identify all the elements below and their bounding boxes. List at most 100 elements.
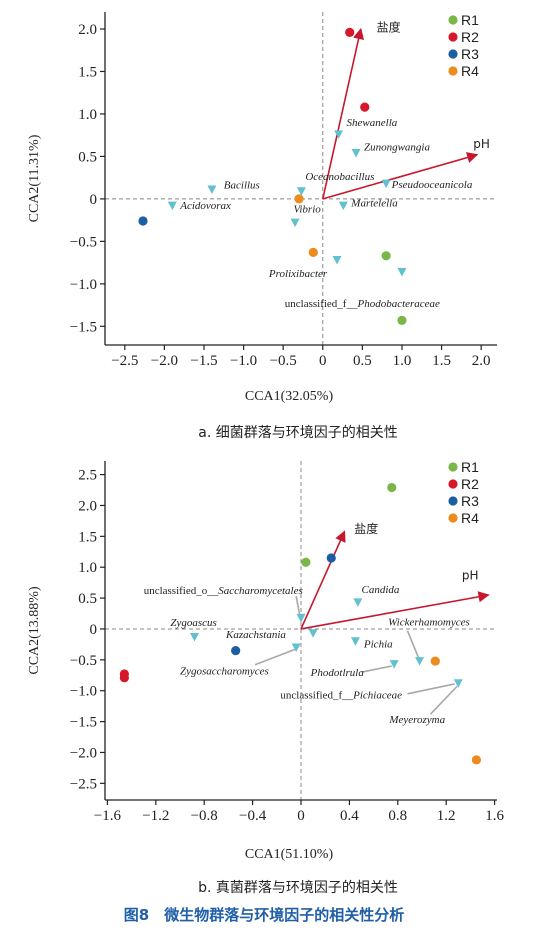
- species-marker: [291, 643, 301, 652]
- y-tick-label: 1.0: [78, 107, 97, 123]
- vector-label: pH: [473, 137, 490, 151]
- y-tick-label: 1.0: [78, 560, 97, 576]
- figure-caption: 图8 微生物群落与环境因子的相关性分析: [124, 906, 404, 924]
- species-marker: [381, 179, 391, 189]
- leader-line: [361, 665, 392, 673]
- y-tick-label: −0.5: [70, 653, 97, 669]
- x-axis-label: CCA1(32.05%): [245, 389, 334, 404]
- species-label-compound: Wickerhamomyces: [388, 616, 470, 628]
- x-tick-label: 1.5: [432, 353, 451, 369]
- label-italic: Zygosaccharomyces: [180, 666, 269, 678]
- sample-point-r4: [430, 656, 440, 666]
- legend-label-r3: R3: [461, 46, 479, 62]
- species-marker: [397, 267, 407, 277]
- y-tick-label: 0.5: [78, 591, 97, 607]
- species-label: Prolixibacter: [268, 268, 328, 280]
- sample-point-r1: [381, 251, 391, 261]
- species-label-compound: Phodotlrula: [310, 667, 365, 679]
- sample-point-r2: [345, 27, 355, 37]
- species-marker: [296, 613, 306, 623]
- species-label: Oceanobacillus: [305, 171, 374, 183]
- species-marker: [389, 660, 399, 669]
- species-marker: [207, 185, 217, 195]
- x-tick-label: 0.5: [353, 353, 372, 369]
- x-tick-label: 0: [319, 353, 327, 369]
- x-tick-label: −1.0: [230, 353, 257, 369]
- sample-point-r2: [360, 102, 370, 112]
- species-marker: [332, 256, 342, 265]
- x-tick-label: 1.6: [485, 808, 504, 824]
- label-prefix: unclassified_f__: [285, 298, 358, 310]
- x-tick-label: 0: [297, 808, 305, 824]
- legend-label-r1: R1: [461, 459, 479, 475]
- y-tick-label: 0: [90, 192, 98, 208]
- label-italic: Saccharomycetales: [218, 585, 303, 597]
- label-italic: Pichiaceae: [352, 690, 402, 702]
- species-marker: [290, 218, 300, 228]
- y-tick-label: −0.5: [70, 234, 97, 250]
- legend-label-r4: R4: [461, 63, 479, 79]
- vector-label: pH: [462, 569, 479, 583]
- label-italic: Meyerozyma: [388, 714, 445, 726]
- species-label: Bacillus: [224, 180, 260, 192]
- leader-line: [254, 648, 296, 666]
- sample-point-r4: [294, 194, 304, 204]
- sample-point-r2: [119, 673, 129, 683]
- species-label: Candida: [361, 584, 399, 596]
- y-axis-label: CCA2(11.31%): [27, 134, 42, 222]
- sample-point-r4: [471, 755, 482, 765]
- species-marker: [338, 201, 348, 211]
- species-label: Vibrio: [293, 203, 321, 215]
- legend-label-r3: R3: [461, 493, 479, 509]
- vector-arrow: [321, 27, 365, 200]
- x-tick-label: 1.0: [393, 353, 412, 369]
- species-marker: [350, 637, 360, 646]
- legend-label-r1: R1: [461, 12, 479, 28]
- x-tick-label: −1.6: [94, 808, 122, 824]
- legend-marker-r1: [448, 462, 458, 472]
- legend-marker-r4: [448, 66, 458, 76]
- x-tick-label: 0.8: [388, 808, 407, 824]
- vector-arrow: [322, 152, 479, 200]
- species-marker: [308, 629, 318, 638]
- species-marker: [415, 657, 425, 666]
- sample-point-r3: [326, 553, 336, 563]
- species-label: Acidovorax: [179, 200, 231, 212]
- species-marker: [190, 632, 200, 642]
- legend-label-r2: R2: [461, 476, 479, 492]
- species-label: Zunongwangia: [364, 141, 431, 153]
- y-tick-label: −1.0: [70, 277, 97, 293]
- bacteria-cca-chart: −2.5 −2.0 −1.5 −1.0 −0.5 0 0.5 1.0 1.5 2.0 −1.5 −1.…: [27, 12, 497, 404]
- x-tick-label: −1.2: [142, 808, 169, 824]
- species-label-compound: unclassified_o__Saccharomycetales: [144, 585, 303, 597]
- y-tick-label: 1.5: [78, 529, 97, 545]
- y-tick-label: 0.5: [78, 149, 97, 165]
- vector-arrow: [300, 591, 490, 630]
- x-tick-label: −2.0: [151, 353, 178, 369]
- legend-marker-r4: [448, 513, 458, 523]
- caption-a: a. 细菌群落与环境因子的相关性: [198, 425, 397, 441]
- legend-marker-r2: [448, 479, 458, 489]
- y-tick-label: −1.5: [70, 319, 97, 335]
- legend-marker-r3: [448, 496, 458, 506]
- x-axis-label: CCA1(51.10%): [245, 847, 334, 862]
- leader-line: [429, 685, 458, 715]
- species-label-compound: unclassified_f__Phodobacteraceae: [285, 298, 440, 310]
- x-tick-label: −0.5: [270, 353, 297, 369]
- x-tick-label: 2.0: [472, 353, 491, 369]
- caption-b: b. 真菌群落与环境因子的相关性: [198, 880, 398, 896]
- x-tick-label: 0.4: [340, 808, 359, 824]
- label-italic: Wickerhamomyces: [388, 616, 470, 628]
- y-tick-label: 2.5: [78, 468, 97, 484]
- species-label: Pichia: [363, 638, 393, 650]
- y-tick-label: −1.0: [70, 684, 97, 700]
- x-tick-label: 1.2: [437, 808, 456, 824]
- species-label: Kazachstania: [225, 629, 286, 641]
- legend-marker-r2: [448, 32, 458, 42]
- sample-point-r1: [397, 315, 407, 325]
- leader-line: [406, 630, 420, 658]
- species-marker: [351, 149, 361, 158]
- y-tick-label: 2.0: [78, 498, 97, 514]
- x-tick-label: −0.8: [191, 808, 218, 824]
